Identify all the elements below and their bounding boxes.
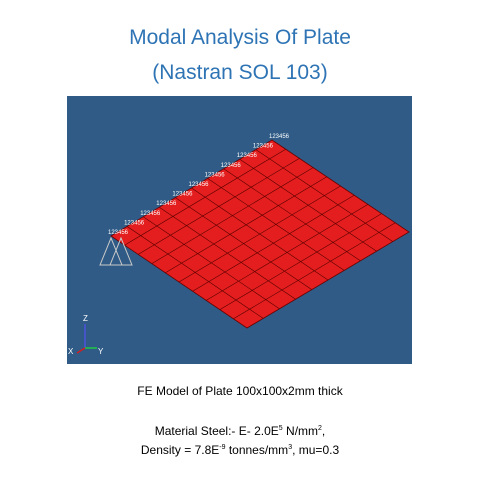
constraint-label: 123456 <box>140 211 161 217</box>
fe-model-viewport: 123456 123456 123456 123456 123456 123456 1234… <box>67 96 412 364</box>
constraint-label: 123456 <box>221 163 242 169</box>
material-exponent: 5 <box>278 425 283 432</box>
mesh-line <box>239 158 377 252</box>
constraint-label: 123456 <box>172 192 193 198</box>
material-caption: Material Steel:- E- 2.0E5 N/mm2, <box>0 424 480 439</box>
model-caption: FE Model of Plate 100x100x2mm thick <box>137 384 343 398</box>
constraint-label: 123456 <box>253 144 274 150</box>
density-unit: tonnes/mm <box>225 443 289 457</box>
constraint-label: 123456 <box>205 172 226 178</box>
x-axis-line <box>76 347 86 354</box>
title-line-2: (Nastran SOL 103) <box>152 61 328 84</box>
constraint-labels: 123456 123456 123456 123456 123456 123456 1234… <box>108 134 290 236</box>
mesh-line <box>192 194 355 292</box>
constraint-label: 123456 <box>156 201 177 207</box>
axis-triad: Z Y X <box>68 314 104 356</box>
constraint-triangle-front <box>109 236 133 266</box>
density-caption: Density = 7.8E-9 tonnes/mm3, mu=0.3 <box>0 443 480 458</box>
mesh-line <box>207 178 345 271</box>
mesh-line <box>206 204 369 301</box>
material-suffix: , <box>321 424 326 438</box>
x-axis-label: X <box>68 347 74 356</box>
density-unit-exponent: 3 <box>288 444 293 451</box>
constraint-label: 123456 <box>108 230 129 236</box>
constraint-label: 123456 <box>237 153 258 159</box>
mesh-line <box>223 168 361 262</box>
density-suffix: , mu=0.3 <box>292 443 340 457</box>
constraint-triangle-back <box>99 236 123 266</box>
constraint-label: 123456 <box>269 134 290 140</box>
mesh-line <box>233 222 396 320</box>
z-axis-label: Z <box>83 314 88 323</box>
material-unit: N/mm <box>282 424 319 438</box>
mesh-line <box>219 213 382 310</box>
mesh-line <box>178 185 341 283</box>
fe-model-canvas: 123456 123456 123456 123456 123456 123456 1234… <box>68 134 410 356</box>
constraint-symbol <box>99 236 133 266</box>
constraint-label: 123456 <box>124 220 145 226</box>
y-axis-label: Y <box>98 347 104 356</box>
title-line-1: Modal Analysis Of Plate <box>129 26 351 49</box>
material-unit-exponent: 2 <box>318 425 322 432</box>
material-prefix: Material Steel:- E- 2.0E <box>154 424 279 438</box>
constraint-label: 123456 <box>189 182 210 188</box>
plate-mesh <box>110 139 410 329</box>
density-prefix: Density = 7.8E <box>140 443 220 457</box>
mesh-line <box>255 149 393 242</box>
density-exponent: -9 <box>219 444 226 451</box>
